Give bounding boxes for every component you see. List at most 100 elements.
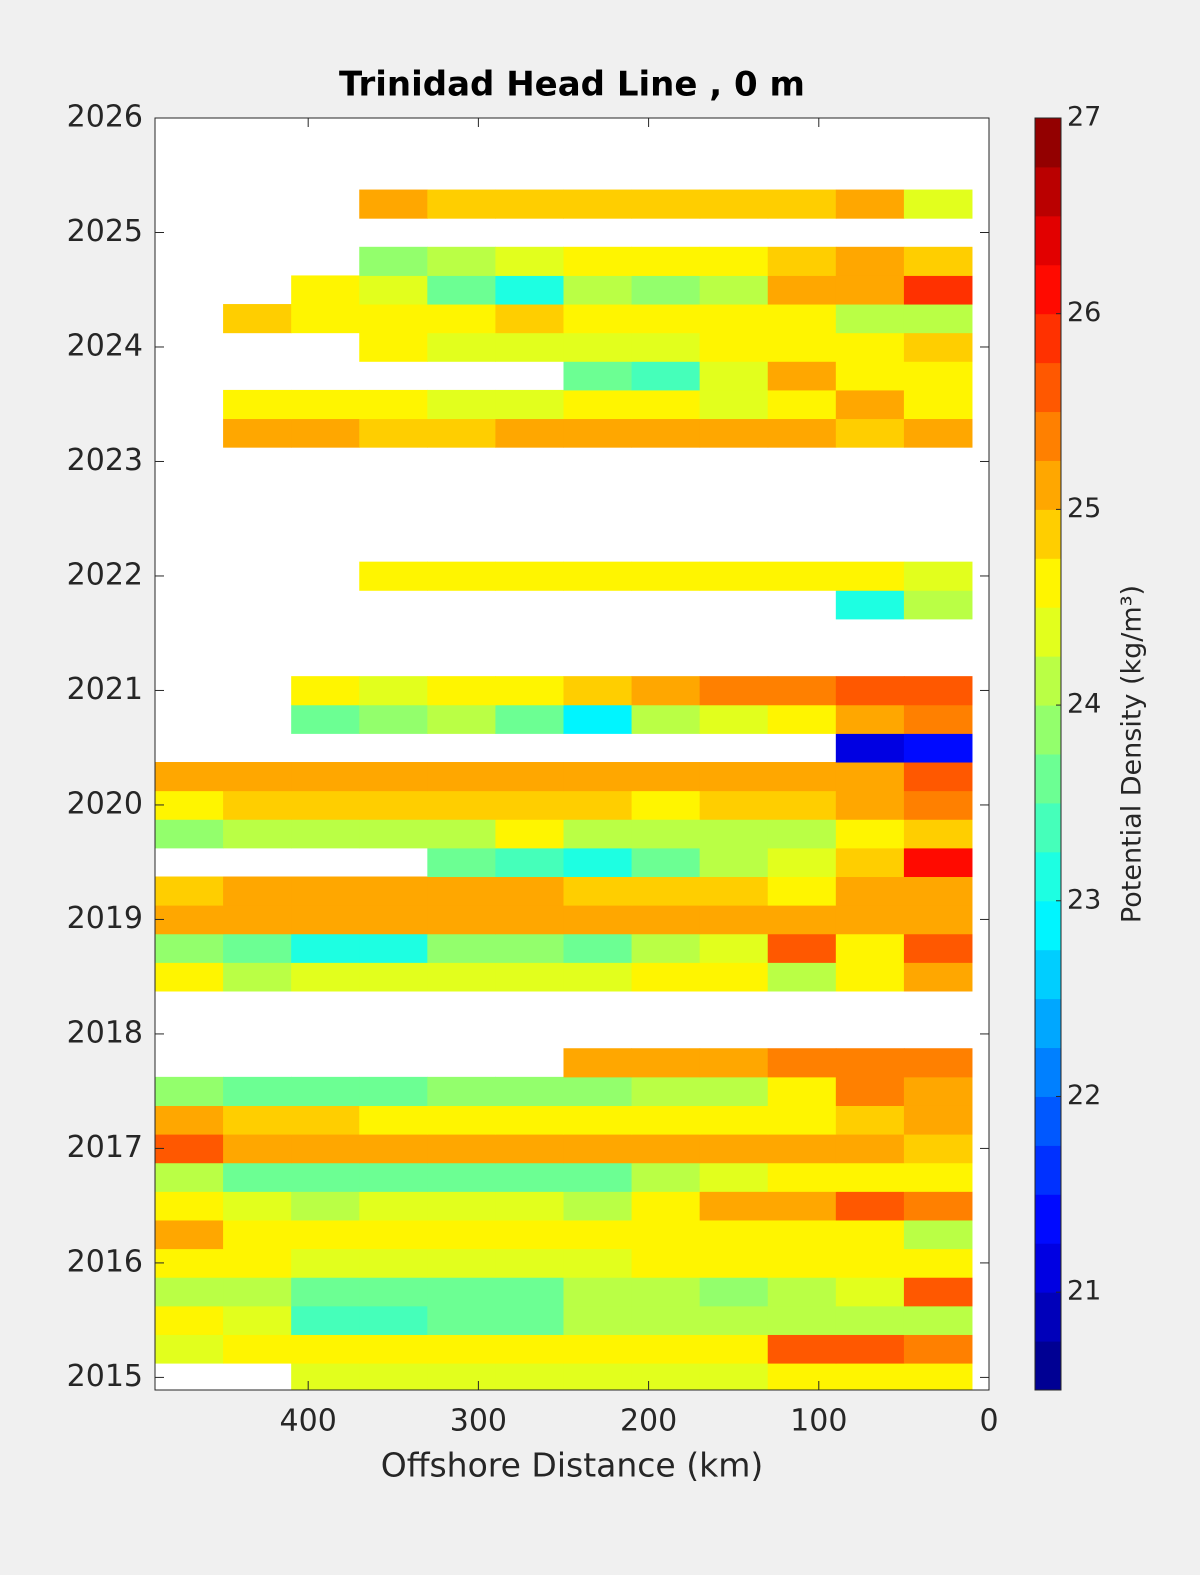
density-cell: [767, 790, 837, 820]
density-cell: [495, 304, 564, 334]
density-cell: [427, 1191, 496, 1221]
density-cell: [495, 1363, 564, 1390]
density-cell: [291, 389, 360, 420]
colorbar-swatch: [1035, 1341, 1061, 1391]
density-cell: [631, 676, 701, 706]
density-cell: [359, 1248, 428, 1278]
density-cell: [903, 561, 973, 591]
density-cell: [223, 1076, 292, 1106]
density-cell: [223, 962, 292, 992]
density-cell: [359, 275, 428, 305]
density-cell: [563, 304, 633, 334]
density-cell: [563, 361, 633, 391]
density-cell: [835, 819, 905, 849]
density-cell: [495, 905, 564, 935]
density-cell: [427, 189, 496, 219]
density-cell: [291, 304, 360, 334]
density-cell: [563, 561, 633, 591]
density-cell: [495, 847, 564, 878]
y-tick-label: 2020: [67, 786, 143, 821]
density-cell: [359, 189, 428, 219]
density-cell: [291, 704, 360, 734]
colorbar-swatch: [1035, 1145, 1061, 1195]
density-cell: [903, 1305, 973, 1335]
colorbar-swatch: [1035, 215, 1061, 266]
colorbar-swatch: [1035, 118, 1061, 168]
x-tick-label: 200: [620, 1404, 677, 1439]
density-cell: [427, 790, 496, 820]
density-cell: [903, 1162, 973, 1192]
density-cell: [699, 1134, 769, 1164]
density-cell: [835, 561, 905, 591]
x-axis-label: Offshore Distance (km): [381, 1446, 763, 1485]
density-cell: [291, 962, 360, 992]
density-cell: [767, 304, 837, 334]
density-cell: [631, 332, 701, 362]
y-tick-label: 2023: [67, 443, 143, 478]
density-cell: [155, 1162, 224, 1192]
density-cell: [631, 933, 701, 963]
density-cell: [767, 1363, 837, 1390]
density-cell: [155, 762, 224, 792]
density-cell: [291, 1277, 360, 1307]
density-cell: [563, 389, 633, 420]
density-cell: [563, 1076, 633, 1106]
density-cell: [699, 332, 769, 362]
density-cell: [767, 1105, 837, 1135]
density-cell: [359, 1076, 428, 1106]
density-cell: [291, 1305, 360, 1335]
density-cell: [835, 1305, 905, 1335]
density-cell: [291, 1162, 360, 1192]
density-cell: [563, 933, 633, 963]
density-cell: [903, 1277, 973, 1307]
density-cell: [427, 561, 496, 591]
density-cell: [835, 733, 905, 763]
density-cell: [563, 962, 633, 992]
density-cell: [291, 1334, 360, 1364]
colorbar-swatch: [1035, 1194, 1061, 1244]
density-cell: [495, 189, 564, 219]
density-cell: [767, 1277, 837, 1307]
density-cell: [495, 1191, 564, 1221]
density-cell: [495, 819, 564, 849]
density-cell: [631, 1191, 701, 1221]
density-cell: [495, 389, 564, 420]
density-cell: [427, 876, 496, 906]
density-cell: [835, 1134, 905, 1164]
density-cell: [427, 1305, 496, 1335]
density-cell: [835, 590, 905, 620]
density-cell: [835, 1248, 905, 1278]
density-cell: [631, 275, 701, 305]
density-cell: [903, 1134, 973, 1164]
colorbar-swatch: [1035, 656, 1061, 706]
density-cell: [427, 819, 496, 849]
colorbar-tick-label: 21: [1067, 1276, 1101, 1307]
density-cell: [359, 1162, 428, 1192]
density-cell: [835, 933, 905, 963]
density-cell: [903, 1048, 973, 1078]
density-cell: [155, 1076, 224, 1106]
density-cell: [359, 962, 428, 992]
density-cell: [223, 762, 292, 792]
density-cell: [359, 933, 428, 963]
density-cell: [903, 1076, 973, 1106]
density-cell: [563, 847, 633, 878]
density-cell: [631, 847, 701, 878]
colorbar-tick-label: 23: [1067, 884, 1101, 915]
density-cell: [699, 876, 769, 906]
density-cell: [699, 1105, 769, 1135]
density-cell: [563, 1048, 633, 1078]
x-tick-label: 100: [790, 1404, 847, 1439]
y-tick-label: 2025: [67, 214, 143, 249]
density-cell: [631, 1305, 701, 1335]
density-cell: [699, 418, 769, 448]
density-cell: [699, 704, 769, 734]
density-cell: [155, 1248, 224, 1278]
density-cell: [291, 275, 360, 305]
density-cell: [903, 1363, 973, 1390]
density-cell: [359, 762, 428, 792]
density-cell: [835, 1277, 905, 1307]
density-cell: [767, 361, 837, 391]
density-cell: [291, 819, 360, 849]
density-cell: [699, 676, 769, 706]
